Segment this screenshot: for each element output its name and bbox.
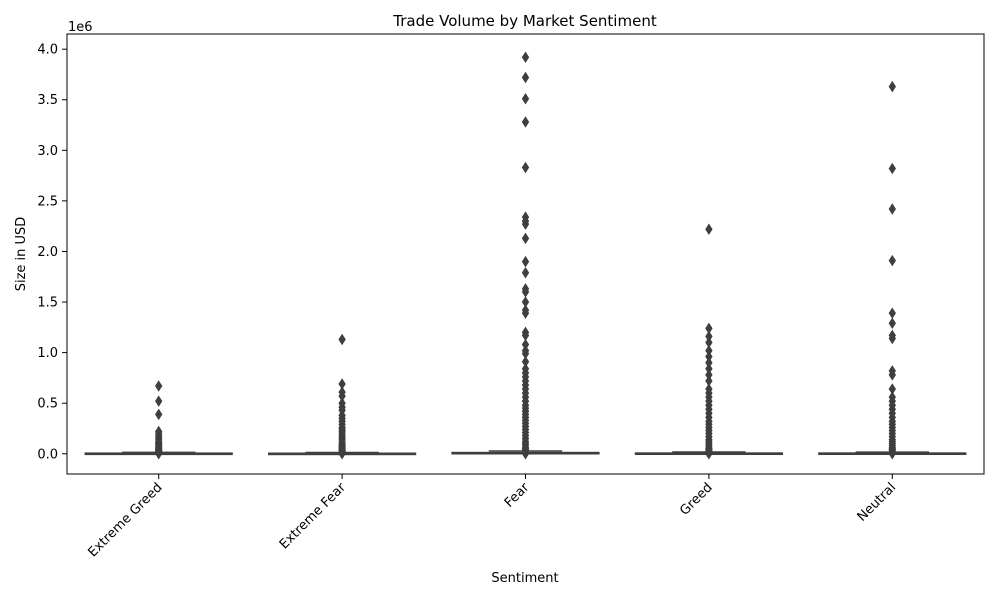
y-axis-label: Size in USD bbox=[14, 217, 29, 292]
outlier-point bbox=[705, 223, 713, 235]
y-tick-label: 1.5 bbox=[37, 296, 58, 311]
outlier-point bbox=[521, 71, 530, 84]
outlier-point bbox=[705, 448, 713, 460]
outlier-point bbox=[521, 218, 530, 230]
outlier-point bbox=[888, 317, 896, 330]
outlier-point bbox=[155, 448, 163, 460]
outlier-point bbox=[521, 116, 530, 128]
x-tick-label: Greed bbox=[677, 480, 715, 518]
x-axis-label: Sentiment bbox=[491, 571, 558, 586]
outlier-point bbox=[888, 307, 896, 319]
outlier-point bbox=[888, 254, 896, 267]
y-tick-label: 1.0 bbox=[37, 346, 58, 361]
x-tick-label: Extreme Fear bbox=[277, 480, 350, 553]
box-group bbox=[451, 51, 600, 460]
y-tick-label: 0.0 bbox=[37, 447, 58, 462]
box-group bbox=[634, 223, 784, 460]
outlier-point bbox=[888, 80, 896, 93]
x-tick-label: Neutral bbox=[855, 480, 900, 525]
outlier-point bbox=[521, 266, 530, 279]
outlier-point bbox=[888, 162, 896, 175]
outlier-point bbox=[155, 408, 163, 421]
outlier-point bbox=[155, 395, 163, 407]
plot-frame bbox=[66, 33, 985, 475]
y-axis-ticks: 0.0 0.5 1.0 1.5 2.0 2.5 3.0 3.5 4.0 bbox=[37, 43, 67, 462]
outlier-point bbox=[338, 448, 346, 460]
y-tick-label: 0.5 bbox=[37, 397, 58, 412]
outlier-point bbox=[338, 333, 346, 346]
plot-elements bbox=[84, 51, 967, 460]
chart-title: Trade Volume by Market Sentiment bbox=[392, 12, 657, 30]
box-group bbox=[84, 380, 233, 460]
box-group bbox=[267, 333, 417, 460]
x-tick-label: Fear bbox=[502, 480, 533, 511]
x-tick-label: Extreme Greed bbox=[85, 480, 165, 560]
y-tick-label: 2.5 bbox=[37, 194, 58, 209]
box-group bbox=[818, 80, 967, 460]
y-tick-label: 3.0 bbox=[37, 144, 58, 159]
y-tick-label: 2.0 bbox=[37, 245, 58, 260]
y-tick-label: 4.0 bbox=[37, 43, 58, 58]
outlier-point bbox=[888, 448, 896, 460]
outlier-point bbox=[521, 448, 530, 460]
outlier-point bbox=[521, 51, 530, 64]
x-axis-ticks: Extreme Greed Extreme Fear Fear Greed Neutra… bbox=[85, 474, 899, 560]
outlier-point bbox=[888, 332, 896, 345]
outlier-point bbox=[521, 255, 530, 268]
outlier-point bbox=[521, 307, 530, 319]
outlier-point bbox=[521, 161, 530, 174]
outlier-point bbox=[521, 92, 530, 105]
outlier-point bbox=[888, 203, 896, 215]
outlier-point bbox=[888, 369, 896, 381]
outlier-point bbox=[155, 380, 163, 392]
y-offset-label: 1e6 bbox=[68, 20, 93, 35]
outlier-point bbox=[521, 232, 530, 245]
y-tick-label: 3.5 bbox=[37, 93, 58, 108]
